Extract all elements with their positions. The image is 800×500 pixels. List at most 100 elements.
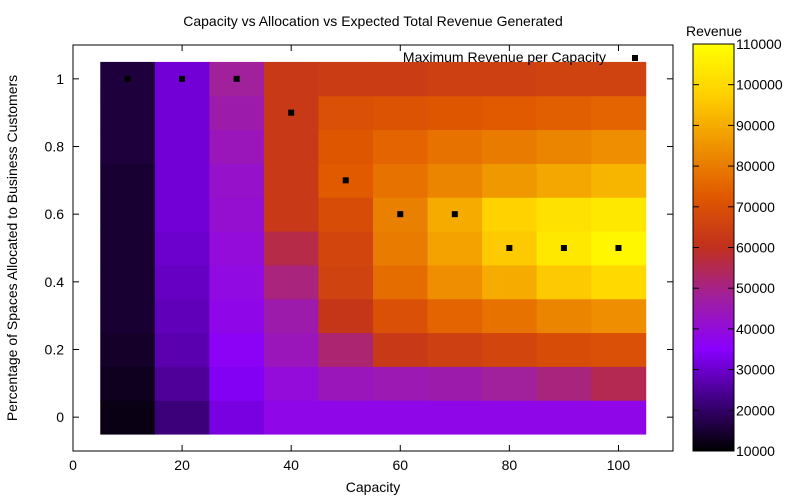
heatmap-cell (209, 231, 265, 266)
x-axis: 0 20 40 60 80 100 (69, 45, 630, 473)
heatmap-cell (154, 366, 210, 401)
max-revenue-point (288, 109, 295, 116)
heatmap-cell (591, 264, 647, 300)
heatmap-cell (591, 332, 647, 367)
heatmap-cell (209, 400, 265, 435)
heatmap-cell (482, 366, 538, 401)
legend-marker (632, 55, 638, 61)
heatmap-cell (427, 366, 483, 401)
y-tick-label: 0.6 (45, 206, 65, 222)
heatmap-cell (482, 163, 538, 198)
heatmap-cell (482, 95, 538, 131)
heatmap-cell (591, 163, 647, 198)
heatmap-cell (209, 264, 265, 300)
heatmap-cell (318, 298, 374, 334)
heatmap-cell (591, 298, 647, 334)
colorbar-tick-label: 10000 (736, 443, 775, 459)
heatmap-cell (427, 400, 483, 435)
heatmap-cell (263, 332, 319, 367)
heatmap-cell (263, 298, 319, 334)
heatmap-cell (591, 366, 647, 401)
x-tick-label: 0 (69, 457, 77, 473)
heatmap-cell (427, 163, 483, 198)
heatmap-cell (373, 400, 429, 435)
heatmap-cell (591, 61, 647, 97)
heatmap-cell (318, 231, 374, 266)
heatmap-cell (100, 95, 156, 131)
heatmap-cell (209, 366, 265, 401)
heatmap-cell (373, 366, 429, 401)
colorbar-tick-label: 30000 (736, 362, 775, 378)
heatmap-cell (536, 264, 592, 300)
plot-frame (72, 44, 674, 452)
max-revenue-point (397, 211, 404, 218)
heatmap-cell (100, 400, 156, 435)
heatmap-cell (536, 129, 592, 164)
heatmap-cell (536, 95, 592, 131)
colorbar-tick-label: 90000 (736, 117, 775, 133)
heatmap-cell (263, 163, 319, 198)
heatmap-cell (154, 231, 210, 266)
colorbar-tick-label: 80000 (736, 158, 775, 174)
heatmap-cell (536, 61, 592, 97)
heatmap-cell (154, 129, 210, 164)
max-revenue-point (451, 211, 458, 218)
y-tick-label: 0.2 (45, 342, 65, 358)
heatmap-cell (154, 332, 210, 367)
heatmap-cell (318, 95, 374, 131)
heatmap-cell (482, 298, 538, 334)
max-revenue-point (124, 75, 131, 82)
heatmap-cell (209, 163, 265, 198)
colorbar-tick-label: 50000 (736, 280, 775, 296)
colorbar-tick-label: 20000 (736, 402, 775, 418)
heatmap-cell (427, 298, 483, 334)
max-revenue-point (615, 245, 622, 251)
heatmap-cell (263, 400, 319, 435)
y-tick-label: 0 (56, 409, 64, 425)
heatmap-cell (100, 231, 156, 266)
colorbar-tick-label: 60000 (736, 240, 775, 256)
heatmap-cell (318, 366, 374, 401)
heatmap-cell (536, 400, 592, 435)
colorbar-gradient (692, 43, 735, 452)
heatmap-cell (536, 366, 592, 401)
heatmap-cell (318, 197, 374, 232)
heatmap-cell (154, 264, 210, 300)
max-revenue-point (506, 245, 513, 251)
heatmap-cell (536, 163, 592, 198)
heatmap-cell (209, 298, 265, 334)
heatmap-cell (209, 95, 265, 131)
y-tick-label: 0.4 (45, 274, 65, 290)
max-revenue-points (124, 75, 622, 251)
colorbar-tick-label: 100000 (736, 77, 783, 93)
heatmap-cell (318, 129, 374, 164)
heatmap-cell (427, 332, 483, 367)
heatmap-cell (427, 231, 483, 266)
colorbar: Revenue 10000 20000 30000 40000 50000 60000 70… (686, 23, 783, 459)
heatmap-cells (100, 61, 647, 435)
max-revenue-point (560, 245, 567, 251)
heatmap-cell (100, 264, 156, 300)
heatmap-cell (100, 366, 156, 401)
heatmap-cell (373, 264, 429, 300)
chart-title: Capacity vs Allocation vs Expected Total… (183, 13, 563, 29)
heatmap-cell (263, 366, 319, 401)
heatmap-cell (154, 95, 210, 131)
colorbar-tick-label: 40000 (736, 321, 775, 337)
heatmap-cell (373, 129, 429, 164)
y-axis-label: Percentage of Spaces Allocated to Busine… (4, 75, 20, 421)
heatmap-cell (100, 163, 156, 198)
heatmap-cell (154, 400, 210, 435)
y-tick-label: 0.8 (45, 139, 65, 155)
heatmap-cell (373, 163, 429, 198)
x-tick-label: 80 (502, 457, 518, 473)
y-axis: 0 0.2 0.4 0.6 0.8 1 (45, 71, 673, 425)
heatmap-cell (318, 332, 374, 367)
heatmap-cell (427, 264, 483, 300)
heatmap-cell (482, 400, 538, 435)
heatmap-cell (482, 332, 538, 367)
heatmap-cell (209, 197, 265, 232)
heatmap-cell (427, 61, 483, 97)
heatmap-cell (373, 332, 429, 367)
